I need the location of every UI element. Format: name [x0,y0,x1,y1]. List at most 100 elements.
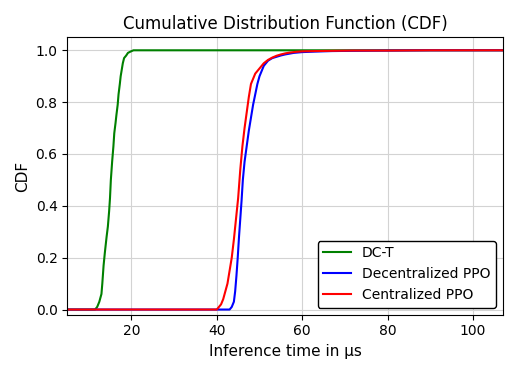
Decentralized PPO [226,307,233,312]
Decentralized PPO [243,144,250,148]
DC-T [131,48,137,52]
DC-T [100,263,107,268]
Decentralized PPO [265,58,271,63]
Centralized PPO [427,48,434,52]
DC-T [103,242,109,247]
DC-T [500,48,506,52]
Centralized PPO [226,269,233,273]
Centralized PPO [246,95,252,99]
Centralized PPO [222,289,228,294]
X-axis label: Inference time in μs: Inference time in μs [209,344,362,359]
Decentralized PPO [496,48,502,52]
Decentralized PPO [64,307,70,312]
Decentralized PPO [240,178,246,182]
Centralized PPO [286,50,293,55]
Decentralized PPO [500,48,506,52]
Centralized PPO [350,48,356,53]
Legend: DC-T, Decentralized PPO, Centralized PPO: DC-T, Decentralized PPO, Centralized PPO [318,241,496,308]
DC-T [110,144,117,148]
Centralized PPO [243,110,250,115]
Decentralized PPO [233,274,239,278]
DC-T [127,49,134,54]
Centralized PPO [496,48,502,52]
Centralized PPO [261,61,267,65]
Decentralized PPO [246,128,252,133]
Decentralized PPO [329,49,335,53]
Centralized PPO [237,167,243,172]
Centralized PPO [256,66,263,71]
DC-T [118,74,124,79]
Decentralized PPO [269,56,276,60]
Centralized PPO [220,297,226,301]
Centralized PPO [248,82,254,86]
Centralized PPO [218,302,224,307]
Centralized PPO [500,48,506,52]
DC-T [112,121,119,125]
DC-T [120,61,126,65]
DC-T [141,48,147,52]
Decentralized PPO [248,116,254,120]
Decentralized PPO [384,48,391,53]
Centralized PPO [252,71,258,76]
Centralized PPO [329,49,335,53]
Centralized PPO [265,58,271,62]
DC-T [135,48,141,52]
Centralized PPO [235,196,241,200]
Centralized PPO [312,49,318,53]
DC-T [121,56,127,60]
Centralized PPO [282,51,288,56]
Decentralized PPO [291,50,297,55]
DC-T [96,300,103,304]
DC-T [104,235,110,239]
DC-T [114,102,121,107]
DC-T [117,82,123,86]
DC-T [111,131,118,135]
Line: DC-T: DC-T [67,50,503,310]
DC-T [123,53,130,58]
Centralized PPO [214,307,220,312]
DC-T [109,160,115,164]
Centralized PPO [224,281,231,286]
Decentralized PPO [231,300,237,304]
Decentralized PPO [263,61,269,65]
Centralized PPO [233,217,239,221]
Centralized PPO [274,53,280,58]
DC-T [94,305,100,309]
Decentralized PPO [238,199,244,203]
DC-T [116,92,122,96]
DC-T [102,250,108,255]
Decentralized PPO [250,102,256,107]
Decentralized PPO [252,92,258,96]
DC-T [108,178,114,182]
Line: Centralized PPO: Centralized PPO [67,50,503,310]
Decentralized PPO [258,69,265,73]
DC-T [107,196,113,200]
Centralized PPO [241,126,248,130]
DC-T [106,209,112,213]
Decentralized PPO [235,255,241,260]
Centralized PPO [228,255,235,260]
Decentralized PPO [228,305,235,309]
Decentralized PPO [261,64,267,68]
Decentralized PPO [286,51,293,56]
Centralized PPO [239,144,246,148]
DC-T [64,307,70,312]
Decentralized PPO [282,52,288,57]
Decentralized PPO [278,53,284,58]
DC-T [99,281,106,286]
Line: Decentralized PPO: Decentralized PPO [67,50,503,310]
Decentralized PPO [254,82,261,86]
DC-T [98,292,105,296]
Centralized PPO [269,55,276,60]
Decentralized PPO [312,49,318,54]
Centralized PPO [216,305,222,309]
Decentralized PPO [256,74,263,79]
DC-T [125,50,131,55]
DC-T [113,113,120,117]
Centralized PPO [293,50,299,54]
Centralized PPO [231,237,237,242]
DC-T [92,307,98,312]
Decentralized PPO [232,289,238,294]
Centralized PPO [384,48,391,53]
Title: Cumulative Distribution Function (CDF): Cumulative Distribution Function (CDF) [123,15,448,33]
